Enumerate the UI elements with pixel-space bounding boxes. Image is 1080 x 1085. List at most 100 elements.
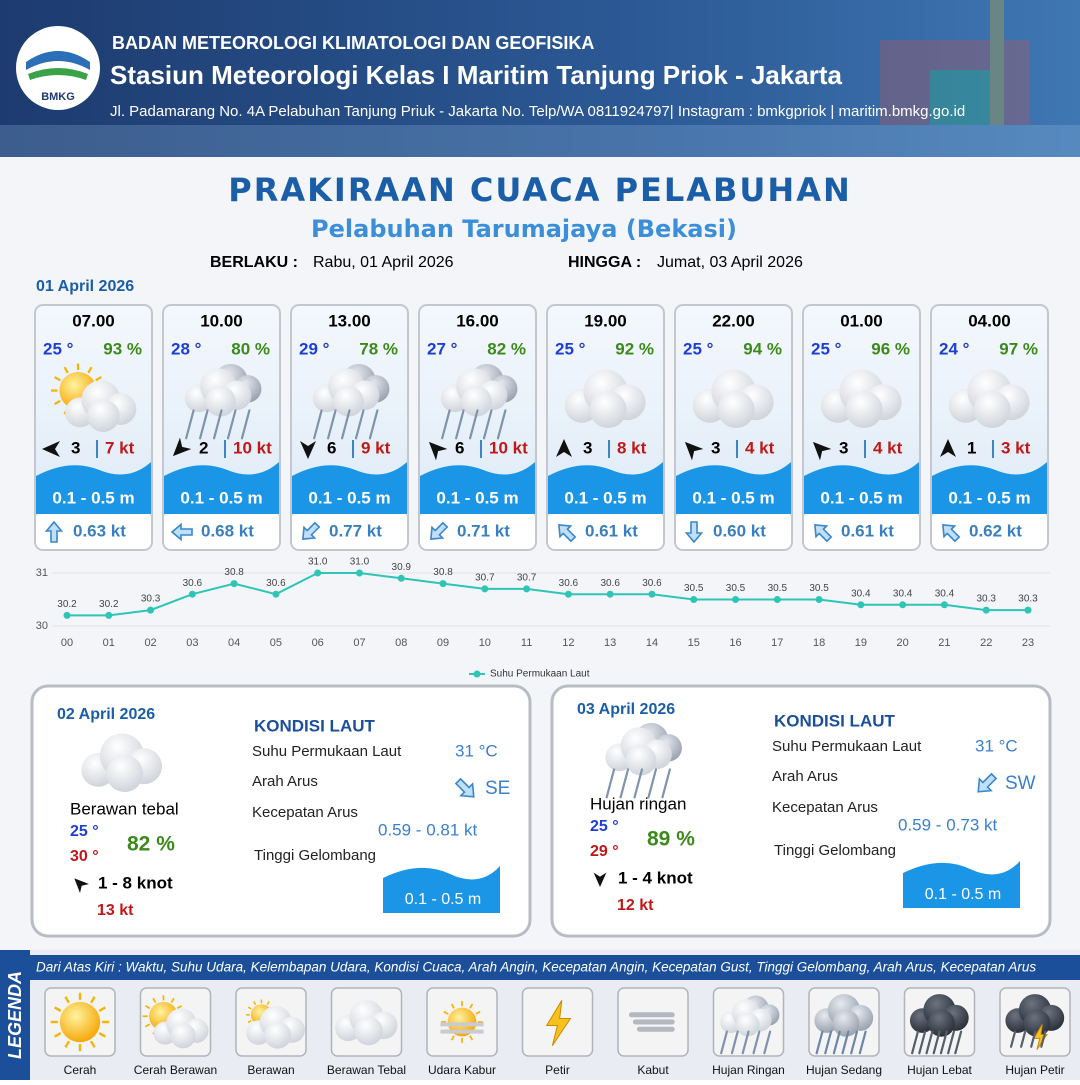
rain-drop	[661, 768, 672, 799]
sun-ray	[64, 1040, 70, 1048]
weather-icon	[820, 369, 902, 429]
card-bottom	[420, 512, 535, 549]
air-temperature: 25 °	[811, 339, 842, 358]
sun-ray	[450, 1035, 455, 1041]
wind-range: 1 - 4 knot	[618, 868, 693, 887]
point	[439, 580, 447, 588]
sun-ray	[176, 1005, 183, 1010]
wind-speed: 3	[839, 438, 848, 457]
rain-drop	[1030, 1030, 1037, 1048]
value-label: 30.7	[517, 573, 537, 584]
x-tick-label: 05	[270, 637, 282, 649]
value-label: 30.3	[1018, 594, 1038, 605]
point	[105, 611, 113, 619]
cloud	[312, 368, 380, 417]
wind-speed: 3	[583, 438, 592, 457]
humidity: 78 %	[359, 339, 398, 358]
cloud-puff	[106, 755, 144, 793]
wave-box	[903, 861, 1020, 908]
wave-label: Tinggi Gelombang	[254, 847, 376, 864]
point	[732, 596, 740, 603]
x-tick-label: 06	[312, 637, 324, 649]
time: 10.00	[200, 311, 243, 330]
cloud	[335, 999, 398, 1046]
lightning	[545, 1000, 572, 1047]
current-arrow	[454, 777, 475, 798]
x-tick-label: 21	[938, 637, 950, 649]
wind-speed: 6	[455, 438, 464, 457]
point	[1024, 606, 1032, 614]
wave-height: 0.1 - 0.5 m	[436, 488, 518, 507]
cloud	[692, 369, 774, 429]
rain-drop	[932, 1030, 941, 1055]
line	[67, 572, 1028, 617]
temp-min: 25 °	[70, 823, 99, 840]
rain-drop	[1009, 1030, 1017, 1048]
value-label: 31.0	[350, 557, 370, 568]
cloud-puff	[170, 1023, 196, 1049]
air-temperature: 27 °	[427, 339, 458, 358]
value-label: 30.3	[976, 594, 996, 605]
wind-speed: 6	[327, 438, 336, 457]
legend-item: Cerah	[64, 1063, 97, 1077]
current-speed: 0.68 kt	[201, 521, 254, 540]
rain-drop	[841, 1030, 850, 1055]
current-speed: 0.62 kt	[969, 521, 1022, 540]
logo-text: BMKG	[41, 91, 75, 103]
weather-icon	[692, 369, 774, 429]
weather-icon	[142, 995, 209, 1049]
wave-band	[420, 462, 535, 514]
cloud	[814, 994, 874, 1037]
value-label: 30.6	[266, 578, 286, 589]
logo-mark	[26, 51, 90, 70]
value-label: 30.6	[600, 578, 620, 589]
cloud-puff	[354, 1016, 383, 1046]
weather-icon	[184, 363, 262, 440]
sun-ray	[443, 1010, 449, 1015]
sun-ray	[450, 1003, 455, 1009]
rain-drop	[925, 1030, 934, 1055]
rain-drop	[1020, 1030, 1027, 1048]
sea-title: KONDISI LAUT	[254, 716, 376, 735]
station-name: Stasiun Meteorologi Kelas I Maritim Tanj…	[110, 60, 843, 90]
rain-drop	[455, 409, 465, 440]
value-label: 30.4	[893, 588, 913, 599]
legend-item: Kabut	[637, 1063, 669, 1077]
sun-ray	[54, 399, 61, 406]
sun-ray	[247, 1019, 252, 1024]
rain-drop	[468, 409, 479, 440]
validity-from: Rabu, 01 April 2026	[313, 254, 454, 271]
rain-drop	[240, 409, 251, 440]
legend-item: Udara Kabur	[428, 1063, 496, 1077]
wave-band	[164, 462, 279, 514]
card-bottom	[36, 512, 151, 549]
point	[188, 590, 196, 598]
cloud	[246, 1006, 305, 1049]
gust-speed: 4 kt	[873, 438, 903, 457]
current-speed: 0.63 kt	[73, 521, 126, 540]
x-tick-label: 03	[186, 637, 198, 649]
current-speed: 0.71 kt	[457, 521, 510, 540]
humidity: 82 %	[487, 339, 526, 358]
sun-ray	[98, 1032, 106, 1038]
x-tick-label: 02	[144, 637, 156, 649]
weather-icon	[312, 363, 390, 440]
legend-item: Hujan Lebat	[907, 1063, 972, 1077]
value-label: 30.6	[183, 578, 203, 589]
weather-icon	[814, 994, 874, 1055]
sun-ray	[266, 1001, 270, 1006]
point	[272, 590, 280, 598]
point	[355, 569, 363, 577]
air-temperature: 24 °	[939, 339, 970, 358]
current-arrow	[942, 524, 961, 543]
legend-item: Petir	[545, 1063, 570, 1077]
rain-drop	[619, 768, 630, 799]
x-tick-label: 20	[897, 637, 909, 649]
x-tick-label: 16	[729, 637, 741, 649]
time: 19.00	[584, 311, 627, 330]
cloud-puff	[86, 399, 120, 432]
x-tick-label: 17	[771, 637, 783, 649]
sun-ray	[54, 376, 61, 382]
